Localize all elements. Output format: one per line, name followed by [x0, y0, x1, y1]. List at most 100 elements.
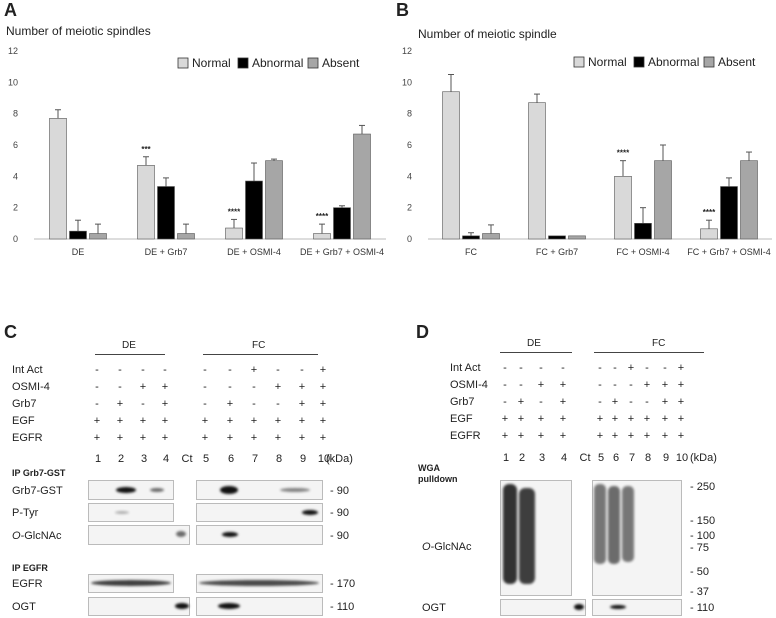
legend-label: Absent: [718, 55, 756, 69]
treatment-sign: +: [643, 430, 651, 442]
blot-c-mw-ogt: - 110: [330, 601, 355, 613]
blot-c-ip1-label: IP Grb7-GST: [12, 468, 66, 478]
blot-c-band: [222, 532, 238, 537]
significance-stars: ****: [316, 212, 329, 221]
treatment-sign: -: [300, 364, 304, 376]
treatment-sign: +: [559, 430, 567, 442]
blot-c-strip-grb7gst-fc: [196, 480, 323, 500]
chart-a: 0 2 4 6 8 10 12 DE DE + Grb7 DE + OSMI-4 DE + Grb7…: [8, 46, 386, 257]
lane-number: 5: [202, 453, 210, 465]
blot-d-group-de: DE: [527, 338, 541, 349]
bar-normal: [614, 176, 632, 240]
treatment-sign: -: [276, 398, 280, 410]
lane-number: 2: [117, 453, 125, 465]
treatment-sign: +: [298, 381, 306, 393]
treatment-sign: +: [517, 413, 525, 425]
bar-abnormal: [157, 186, 175, 240]
treatment-sign: -: [503, 379, 507, 391]
blot-d-label-ogt: OGT: [422, 602, 446, 614]
bar-normal: [49, 118, 67, 240]
treatment-sign: +: [661, 430, 669, 442]
treatment-sign: +: [596, 413, 604, 425]
treatment-sign: -: [613, 379, 617, 391]
mw-marker: - 75: [690, 542, 709, 554]
blot-c-band: [218, 603, 240, 609]
y-tick-label: 8: [13, 109, 18, 119]
blot-c-band: [220, 486, 238, 494]
blot-d-smear: [519, 488, 535, 584]
treatment-sign: +: [677, 379, 685, 391]
legend-label: Abnormal: [252, 56, 303, 70]
panel-a-letter: A: [4, 0, 17, 20]
blot-c-band: [150, 488, 164, 492]
blot-c-ip2-label: IP EGFR: [12, 563, 48, 573]
treatment-sign: +: [611, 396, 619, 408]
blot-c-band: [280, 488, 310, 492]
treatment-sign: +: [250, 415, 258, 427]
legend-swatch-absent: [703, 56, 715, 68]
blot-c-strip-oglcnac-de: [88, 525, 190, 545]
treatment-sign: +: [559, 379, 567, 391]
treatment-sign: -: [663, 362, 667, 374]
x-tick-label: FC + Grb7: [536, 247, 578, 257]
treatment-sign: -: [539, 396, 543, 408]
blot-c-band: [176, 531, 186, 537]
treatment-sign: -: [252, 381, 256, 393]
treatment-sign: -: [252, 398, 256, 410]
legend-swatch-abnormal: [633, 56, 645, 68]
x-tick-label: DE: [72, 247, 85, 257]
blot-c-label-egfr: EGFR: [12, 578, 43, 590]
treatment-sign: +: [116, 415, 124, 427]
blot-c-mw-grb7gst: - 90: [330, 485, 349, 497]
treatment-sign: +: [93, 415, 101, 427]
y-tick-label: 6: [407, 140, 412, 150]
blot-c-mw-ptyr: - 90: [330, 507, 349, 519]
treatment-sign: -: [228, 364, 232, 376]
y-tick-label: 12: [402, 46, 412, 56]
blot-c-group-fc: FC: [252, 340, 266, 351]
italic-o: O: [422, 541, 431, 553]
treatment-sign: +: [201, 415, 209, 427]
bar-abnormal: [245, 180, 263, 240]
y-tick-label: 10: [402, 77, 412, 87]
x-tick-label: DE + Grb7 + OSMI-4: [300, 247, 384, 257]
treatment-sign: -: [561, 362, 565, 374]
lane-number: 3: [538, 452, 546, 464]
blot-c-strip-ptyr-fc: [196, 503, 323, 522]
treatment-sign: +: [537, 430, 545, 442]
treatment-label: EGFR: [450, 430, 481, 442]
bar-normal: [442, 91, 460, 240]
treatment-sign: +: [250, 432, 258, 444]
blot-d-mw-ogt: - 110: [690, 602, 715, 614]
bar-absent: [568, 235, 586, 240]
lane-number: 9: [662, 452, 670, 464]
treatment-sign: +: [161, 381, 169, 393]
lane-number: 9: [299, 453, 307, 465]
treatment-sign: -: [203, 398, 207, 410]
bar-abnormal: [720, 186, 738, 240]
y-tick-label: 6: [13, 140, 18, 150]
blot-c-strip-ogt-fc: [196, 597, 323, 616]
y-tick-label: 0: [407, 234, 412, 244]
bar-absent: [740, 160, 758, 240]
blot-d-smear: [608, 486, 620, 564]
treatment-sign: +: [537, 379, 545, 391]
lane-number: Ct: [181, 453, 193, 465]
treatment-sign: -: [598, 396, 602, 408]
treatment-label: OSMI-4: [12, 381, 50, 393]
blot-c-de-line: [95, 354, 165, 355]
blot-d-de-line: [500, 352, 572, 353]
bar-absent: [265, 160, 283, 240]
treatment-sign: -: [539, 362, 543, 374]
treatment-sign: -: [95, 398, 99, 410]
treatment-label: Int Act: [12, 364, 43, 376]
lane-number: 5: [597, 452, 605, 464]
lane-number: 8: [275, 453, 283, 465]
bar-normal: [225, 227, 243, 240]
lane-number: 10: [675, 452, 689, 464]
bar-normal: [137, 165, 155, 240]
treatment-sign: +: [661, 396, 669, 408]
blot-c-mw-egfr: - 170: [330, 578, 356, 590]
lane-number: Ct: [579, 452, 591, 464]
lane-number: 6: [227, 453, 235, 465]
